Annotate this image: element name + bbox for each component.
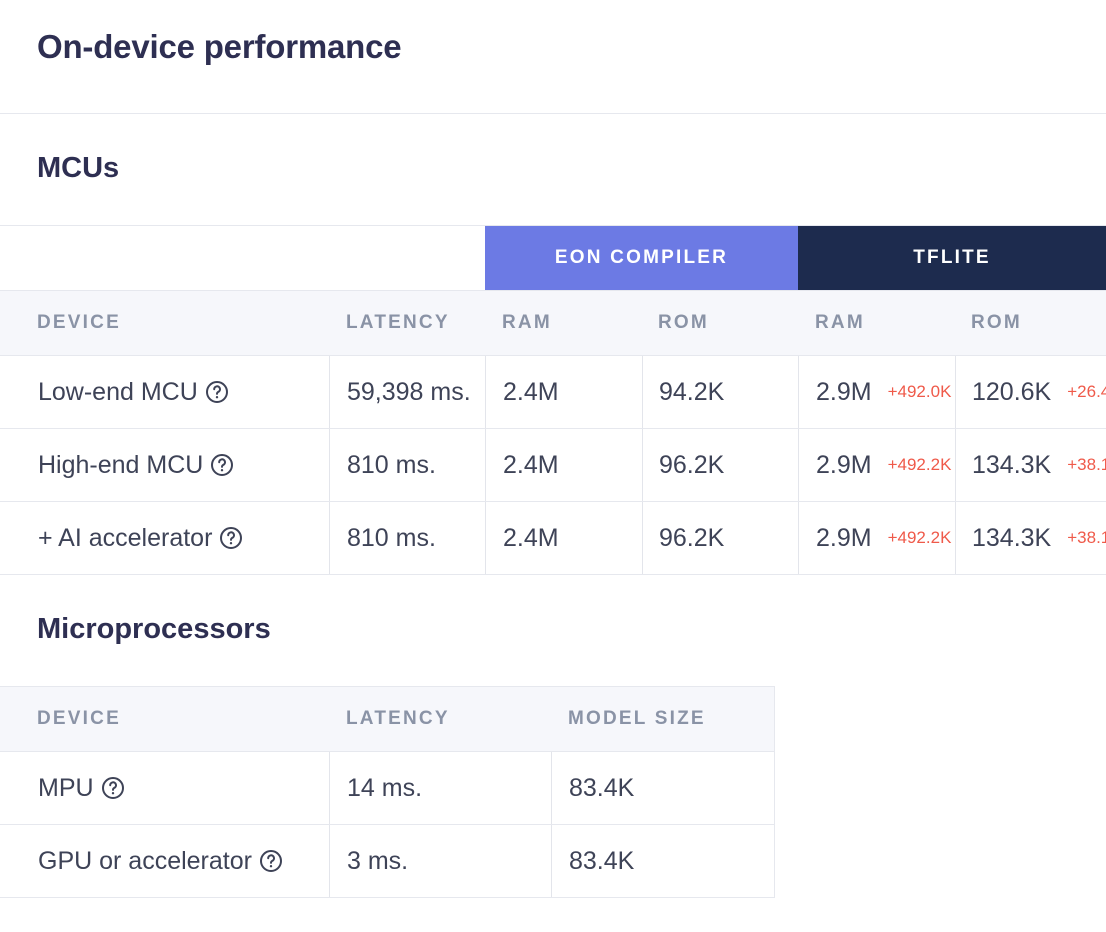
model-size-cell: 83.4K: [551, 825, 774, 897]
tflite-ram-delta: +492.0K: [887, 382, 952, 401]
question-circle-icon[interactable]: [219, 526, 243, 550]
tflite-ram-value: 2.9M: [816, 450, 872, 479]
device-cell: MPU: [0, 752, 329, 824]
tflite-ram-cell: 2.9M +492.2K: [798, 502, 955, 574]
page-title: On-device performance: [37, 28, 402, 65]
latency-cell: 810 ms.: [329, 502, 485, 574]
eon-rom-cell: 94.2K: [642, 356, 798, 428]
column-header-tflite-rom: ROM: [971, 312, 1022, 333]
column-header-latency: LATENCY: [346, 708, 450, 729]
model-size-cell: 83.4K: [551, 752, 774, 824]
device-cell: + AI accelerator: [0, 502, 329, 574]
tflite-ram-value: 2.9M: [816, 377, 872, 406]
table-row: Low-end MCU 59,398 ms. 2.4M 94.2K 2.9M +4…: [0, 356, 1106, 429]
tflite-rom-cell: 120.6K +26.4K: [955, 356, 1106, 428]
tflite-rom-delta: +26.4K: [1067, 382, 1106, 401]
table-row: High-end MCU 810 ms. 2.4M 96.2K 2.9M +492…: [0, 429, 1106, 502]
device-name: GPU or accelerator: [38, 846, 252, 875]
table-row: + AI accelerator 810 ms. 2.4M 96.2K 2.9M…: [0, 502, 1106, 575]
section-title-mcus: MCUs: [37, 152, 120, 184]
section-title-microprocessors: Microprocessors: [37, 613, 271, 645]
table-row: MPU 14 ms. 83.4K: [0, 752, 775, 825]
tflite-rom-value: 134.3K: [972, 450, 1052, 479]
device-name: MPU: [38, 773, 94, 802]
column-header-eon-rom: ROM: [658, 312, 709, 333]
eon-rom-cell: 96.2K: [642, 502, 798, 574]
question-circle-icon[interactable]: [101, 776, 125, 800]
question-circle-icon[interactable]: [205, 380, 229, 404]
latency-cell: 810 ms.: [329, 429, 485, 501]
eon-ram-cell: 2.4M: [485, 356, 642, 428]
divider: [0, 225, 1106, 226]
tflite-rom-delta: +38.1K: [1067, 528, 1106, 547]
group-header-eon-compiler[interactable]: EON COMPILER: [485, 226, 798, 290]
eon-ram-cell: 2.4M: [485, 502, 642, 574]
latency-cell: 14 ms.: [329, 752, 551, 824]
column-header-eon-ram: RAM: [502, 312, 552, 333]
latency-cell: 3 ms.: [329, 825, 551, 897]
column-header-device: DEVICE: [37, 312, 121, 333]
tflite-rom-cell: 134.3K +38.1K: [955, 429, 1106, 501]
tflite-ram-cell: 2.9M +492.0K: [798, 356, 955, 428]
question-circle-icon[interactable]: [210, 453, 234, 477]
tflite-ram-value: 2.9M: [816, 523, 872, 552]
device-name: High-end MCU: [38, 450, 204, 479]
question-circle-icon[interactable]: [259, 849, 283, 873]
table-row: GPU or accelerator 3 ms. 83.4K: [0, 825, 775, 898]
column-header-latency: LATENCY: [346, 312, 450, 333]
group-header-tflite[interactable]: TFLITE: [798, 226, 1106, 290]
device-name: Low-end MCU: [38, 377, 198, 406]
tflite-rom-value: 134.3K: [972, 523, 1052, 552]
tflite-rom-cell: 134.3K +38.1K: [955, 502, 1106, 574]
column-header-model-size: MODEL SIZE: [568, 708, 706, 729]
mcu-group-header: EON COMPILER TFLITE: [0, 226, 1106, 290]
tflite-ram-delta: +492.2K: [887, 528, 952, 547]
mpu-table-header: DEVICE LATENCY MODEL SIZE: [0, 686, 775, 752]
device-name: + AI accelerator: [38, 523, 213, 552]
latency-cell: 59,398 ms.: [329, 356, 485, 428]
device-cell: GPU or accelerator: [0, 825, 329, 897]
tflite-rom-delta: +38.1K: [1067, 455, 1106, 474]
column-header-device: DEVICE: [37, 708, 121, 729]
device-cell: High-end MCU: [0, 429, 329, 501]
eon-rom-cell: 96.2K: [642, 429, 798, 501]
tflite-ram-delta: +492.2K: [887, 455, 952, 474]
column-header-tflite-ram: RAM: [815, 312, 865, 333]
divider: [0, 113, 1106, 114]
tflite-ram-cell: 2.9M +492.2K: [798, 429, 955, 501]
tflite-rom-value: 120.6K: [972, 377, 1052, 406]
device-cell: Low-end MCU: [0, 356, 329, 428]
mcu-table-header: DEVICE LATENCY RAM ROM RAM ROM: [0, 290, 1106, 356]
eon-ram-cell: 2.4M: [485, 429, 642, 501]
